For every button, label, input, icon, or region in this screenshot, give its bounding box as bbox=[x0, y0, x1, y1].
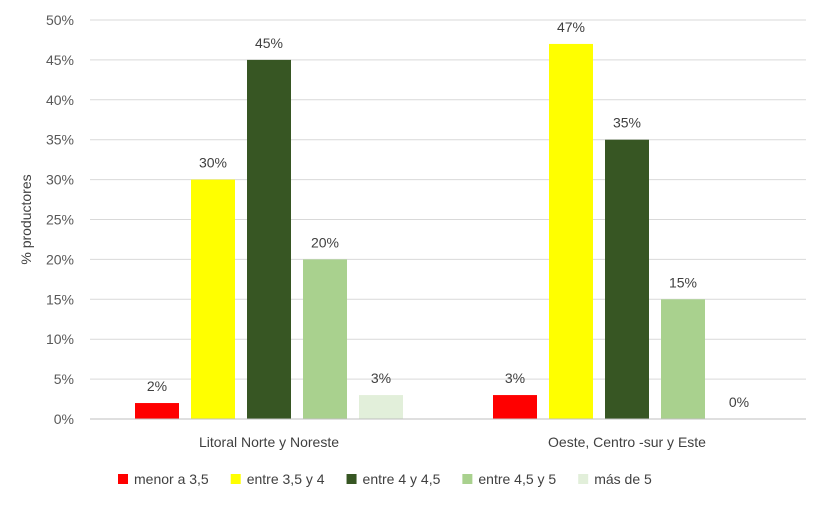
bar-0-3 bbox=[303, 259, 347, 419]
legend-label-0: menor a 3,5 bbox=[134, 471, 209, 487]
legend-swatch-4 bbox=[578, 474, 589, 484]
data-label-0-1: 30% bbox=[199, 155, 227, 171]
data-label-1-1: 47% bbox=[557, 19, 585, 35]
legend-label-3: entre 4,5 y 5 bbox=[478, 471, 556, 487]
data-label-0-3: 20% bbox=[311, 234, 339, 250]
bar-1-3 bbox=[661, 299, 705, 419]
legend-label-4: más de 5 bbox=[594, 471, 652, 487]
data-label-1-3: 15% bbox=[669, 274, 697, 290]
data-label-0-4: 3% bbox=[371, 370, 391, 386]
y-tick-label-20: 20% bbox=[46, 251, 74, 267]
bar-1-1 bbox=[549, 43, 593, 419]
legend-swatch-3 bbox=[462, 474, 473, 484]
y-tick-label-40: 40% bbox=[46, 92, 74, 108]
bar-0-2 bbox=[247, 59, 291, 420]
bar-0-0 bbox=[135, 403, 179, 419]
y-tick-label-15: 15% bbox=[46, 291, 74, 307]
bar-0-1 bbox=[191, 179, 235, 419]
category-label-0: Litoral Norte y Noreste bbox=[199, 434, 339, 450]
bar-1-0 bbox=[493, 395, 537, 419]
y-tick-label-25: 25% bbox=[46, 212, 74, 228]
y-axis-label: % productores bbox=[18, 174, 34, 264]
data-label-1-0: 3% bbox=[505, 370, 525, 386]
bar-0-4 bbox=[359, 395, 403, 419]
data-label-1-2: 35% bbox=[613, 115, 641, 131]
y-tick-label-5: 5% bbox=[54, 371, 74, 387]
legend-label-2: entre 4 y 4,5 bbox=[363, 471, 441, 487]
bar-1-2 bbox=[605, 139, 649, 419]
y-tick-label-30: 30% bbox=[46, 172, 74, 188]
category-label-1: Oeste, Centro -sur y Este bbox=[548, 434, 706, 450]
y-tick-label-10: 10% bbox=[46, 331, 74, 347]
legend-swatch-2 bbox=[346, 474, 357, 484]
legend-label-1: entre 3,5 y 4 bbox=[247, 471, 325, 487]
y-tick-label-0: 0% bbox=[54, 411, 74, 427]
legend-swatch-0 bbox=[118, 474, 128, 484]
y-tick-label-50: 50% bbox=[46, 12, 74, 28]
y-tick-label-45: 45% bbox=[46, 52, 74, 68]
y-tick-label-35: 35% bbox=[46, 132, 74, 148]
data-label-0-0: 2% bbox=[147, 378, 167, 394]
data-label-1-4: 0% bbox=[729, 394, 749, 410]
data-label-0-2: 45% bbox=[255, 35, 283, 51]
legend-swatch-1 bbox=[230, 474, 241, 484]
